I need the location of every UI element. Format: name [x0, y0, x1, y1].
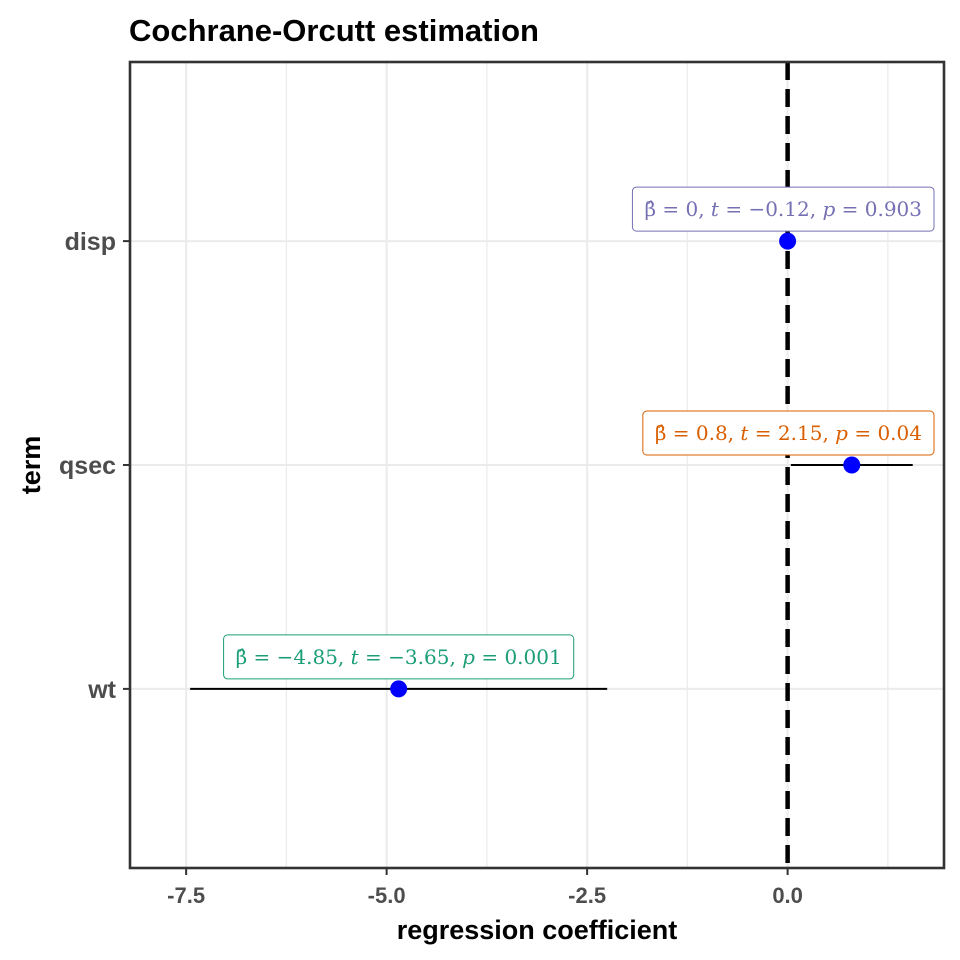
x-axis: -7.5 -5.0 -2.5 0.0	[167, 868, 803, 908]
point-disp	[779, 232, 797, 250]
plot-panel: β̂ = −4.85, t = −3.65, p = 0.001 β̂ = 0.8…	[128, 60, 946, 870]
x-tick-label: -7.5	[167, 883, 205, 908]
stat-label-text: β̂ = 0, t = −0.12, p = 0.903	[644, 197, 922, 221]
stat-label-box	[631, 186, 935, 232]
point-qsec	[843, 456, 861, 474]
estimate-points	[390, 232, 861, 698]
stat-labels: β̂ = −4.85, t = −3.65, p = 0.001 β̂ = 0.8…	[223, 186, 935, 680]
x-tick-label: -2.5	[568, 883, 606, 908]
stat-label-disp: β̂ = 0, t = −0.12, p = 0.903	[631, 186, 935, 232]
point-wt	[390, 680, 408, 698]
y-axis: wt qsec disp	[59, 228, 130, 704]
stat-label-wt: β̂ = −4.85, t = −3.65, p = 0.001	[223, 634, 575, 680]
chart-title: Cochrane-Orcutt estimation	[129, 13, 539, 48]
stat-label-text: β̂ = −4.85, t = −3.65, p = 0.001	[236, 645, 562, 669]
y-tick-label-qsec: qsec	[59, 452, 116, 480]
x-tick-label: -5.0	[368, 883, 406, 908]
x-tick-label: 0.0	[772, 883, 803, 908]
stat-label-box	[642, 410, 935, 456]
y-tick-label-wt: wt	[87, 676, 116, 704]
stat-label-qsec: β̂ = 0.8, t = 2.15, p = 0.04	[642, 410, 935, 456]
stat-label-text: β̂ = 0.8, t = 2.15, p = 0.04	[655, 421, 922, 445]
y-axis-title: term	[16, 436, 46, 495]
y-tick-label-disp: disp	[65, 228, 116, 256]
stat-label-box	[223, 634, 575, 680]
x-axis-title: regression coefficient	[397, 915, 678, 945]
